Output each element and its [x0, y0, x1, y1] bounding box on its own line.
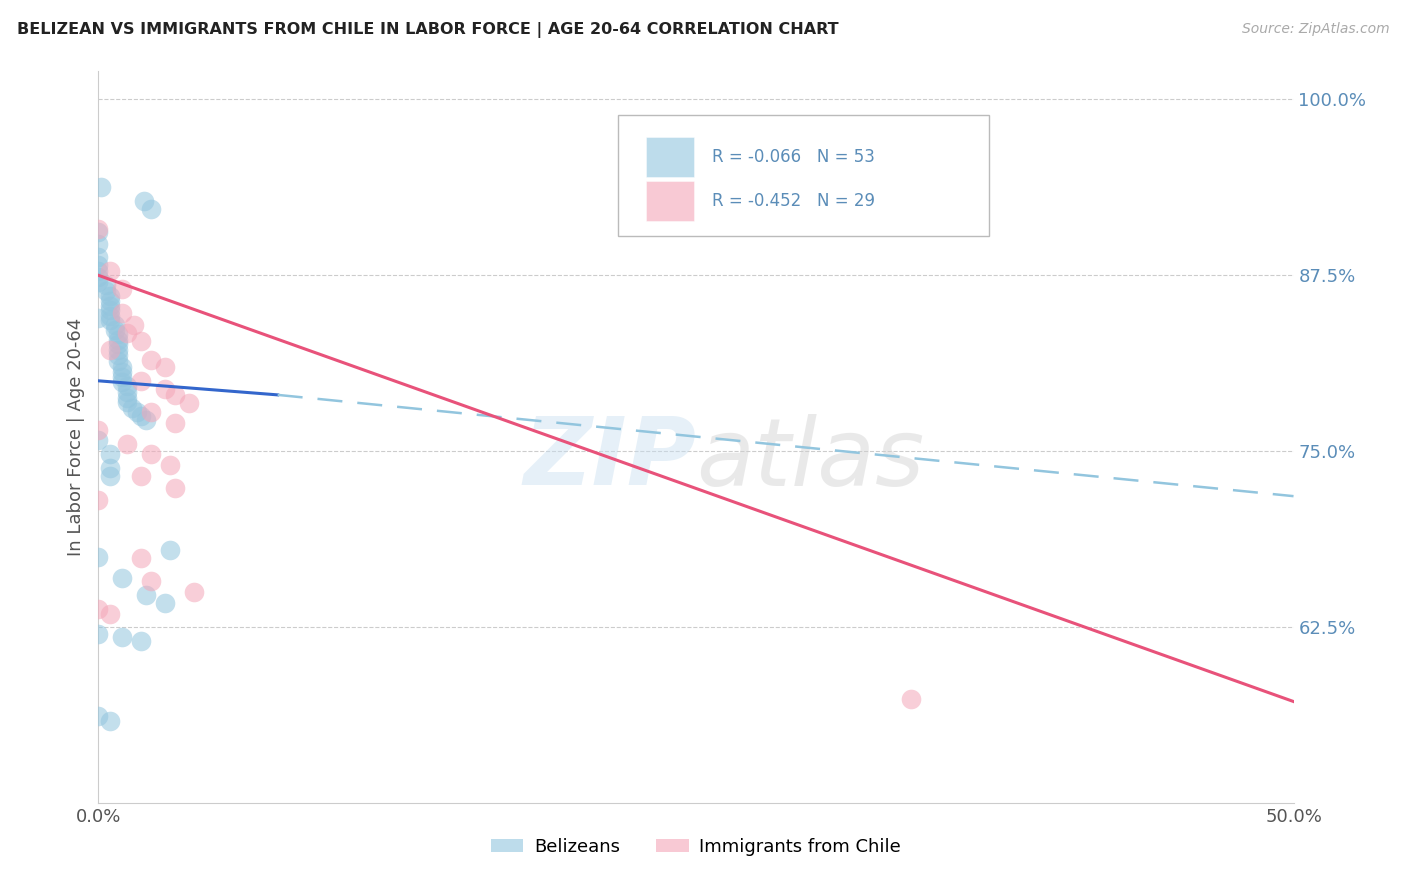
Text: atlas: atlas [696, 414, 924, 505]
Point [111, 369, 134, 384]
Point [155, 596, 177, 610]
Legend: Belizeans, Immigrants from Chile: Belizeans, Immigrants from Chile [484, 830, 908, 863]
Point [87, 423, 110, 437]
Point [98, 289, 122, 303]
Point [131, 374, 153, 388]
Text: R = -0.452   N = 29: R = -0.452 N = 29 [711, 192, 875, 211]
Point [115, 395, 138, 409]
Point [111, 375, 134, 389]
Point [111, 282, 134, 296]
Point [125, 405, 148, 419]
Point [131, 551, 153, 566]
Point [98, 607, 122, 622]
Point [87, 627, 110, 641]
Point [98, 343, 122, 357]
Point [87, 433, 110, 447]
Point [87, 310, 110, 325]
Point [87, 549, 110, 564]
Point [111, 359, 134, 374]
Point [124, 318, 146, 332]
Point [94, 278, 117, 293]
Point [135, 413, 157, 427]
Point [155, 382, 177, 396]
Point [159, 542, 181, 557]
Point [139, 574, 162, 588]
Point [115, 391, 138, 405]
FancyBboxPatch shape [619, 115, 988, 235]
Point [111, 571, 134, 585]
Point [107, 337, 129, 351]
Point [111, 306, 134, 320]
Point [87, 237, 110, 252]
Point [104, 323, 127, 337]
Point [139, 405, 162, 419]
Point [163, 481, 186, 495]
Point [94, 284, 117, 298]
Point [179, 396, 201, 410]
Point [115, 437, 138, 451]
Point [87, 222, 110, 236]
Point [139, 202, 162, 217]
Point [87, 708, 110, 723]
Point [98, 447, 122, 461]
Point [107, 349, 129, 363]
Point [98, 461, 122, 475]
Point [121, 401, 143, 415]
Text: Source: ZipAtlas.com: Source: ZipAtlas.com [1241, 22, 1389, 37]
Point [131, 634, 153, 648]
Point [163, 388, 186, 402]
Point [87, 250, 110, 264]
Point [131, 409, 153, 423]
Point [98, 303, 122, 318]
Point [90, 179, 112, 194]
Point [107, 343, 129, 357]
Point [155, 359, 177, 374]
Point [87, 276, 110, 290]
Point [131, 469, 153, 483]
Point [135, 588, 157, 602]
Point [107, 333, 129, 347]
Point [87, 493, 110, 508]
Point [104, 318, 127, 332]
FancyBboxPatch shape [645, 137, 693, 178]
Point [900, 691, 922, 706]
FancyBboxPatch shape [645, 181, 693, 221]
Point [132, 194, 155, 208]
Y-axis label: In Labor Force | Age 20-64: In Labor Force | Age 20-64 [66, 318, 84, 557]
Point [115, 385, 138, 400]
Point [107, 354, 129, 368]
Point [98, 293, 122, 308]
Point [98, 469, 122, 483]
Point [139, 447, 162, 461]
Point [87, 269, 110, 284]
Point [98, 299, 122, 313]
Point [87, 225, 110, 239]
Point [98, 714, 122, 729]
Point [107, 327, 129, 342]
Point [87, 264, 110, 278]
Point [115, 326, 138, 340]
Point [98, 264, 122, 278]
Point [139, 352, 162, 367]
Text: BELIZEAN VS IMMIGRANTS FROM CHILE IN LABOR FORCE | AGE 20-64 CORRELATION CHART: BELIZEAN VS IMMIGRANTS FROM CHILE IN LAB… [17, 22, 838, 38]
Point [115, 379, 138, 393]
Point [98, 309, 122, 323]
Point [111, 630, 134, 644]
Point [98, 313, 122, 327]
Point [111, 365, 134, 379]
Point [183, 584, 205, 599]
Point [159, 458, 181, 473]
Text: R = -0.066   N = 53: R = -0.066 N = 53 [711, 148, 875, 166]
Point [131, 334, 153, 349]
Point [163, 416, 186, 430]
Text: ZIP: ZIP [523, 413, 696, 505]
Point [87, 259, 110, 273]
Point [87, 601, 110, 615]
